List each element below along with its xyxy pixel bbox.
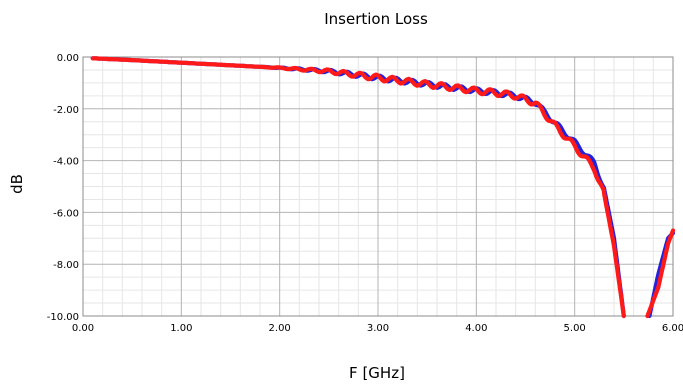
plot-frame — [82, 56, 674, 317]
x-tick-label: 1.00 — [170, 323, 192, 334]
x-tick-label: 2.00 — [269, 323, 291, 334]
x-tick-label: 0.00 — [72, 323, 94, 334]
chart-title: Insertion Loss — [324, 10, 428, 28]
x-tick-label: 3.00 — [367, 323, 389, 334]
grid — [82, 56, 674, 317]
series-line-2 — [645, 228, 676, 319]
y-tick-label: -8.00 — [53, 260, 79, 271]
plot-area — [90, 56, 676, 319]
y-tick-labels: 0.00 -2.00 -4.00 -6.00 -8.00 -10.00 — [47, 53, 79, 323]
y-tick-label: -2.00 — [53, 105, 79, 116]
y-tick-label: -10.00 — [47, 312, 79, 323]
x-tick-label: 6.00 — [662, 323, 683, 334]
y-axis-title: dB — [8, 174, 26, 194]
x-tick-label: 5.00 — [564, 323, 586, 334]
y-tick-label: 0.00 — [57, 53, 79, 64]
series-line-2 — [90, 56, 626, 319]
x-tick-label: 4.00 — [465, 323, 487, 334]
y-tick-label: -6.00 — [53, 208, 79, 219]
x-axis-title: F [GHz] — [349, 364, 405, 382]
x-tick-labels: 0.00 1.00 2.00 3.00 4.00 5.00 6.00 — [72, 323, 683, 334]
y-tick-label: -4.00 — [53, 157, 79, 168]
